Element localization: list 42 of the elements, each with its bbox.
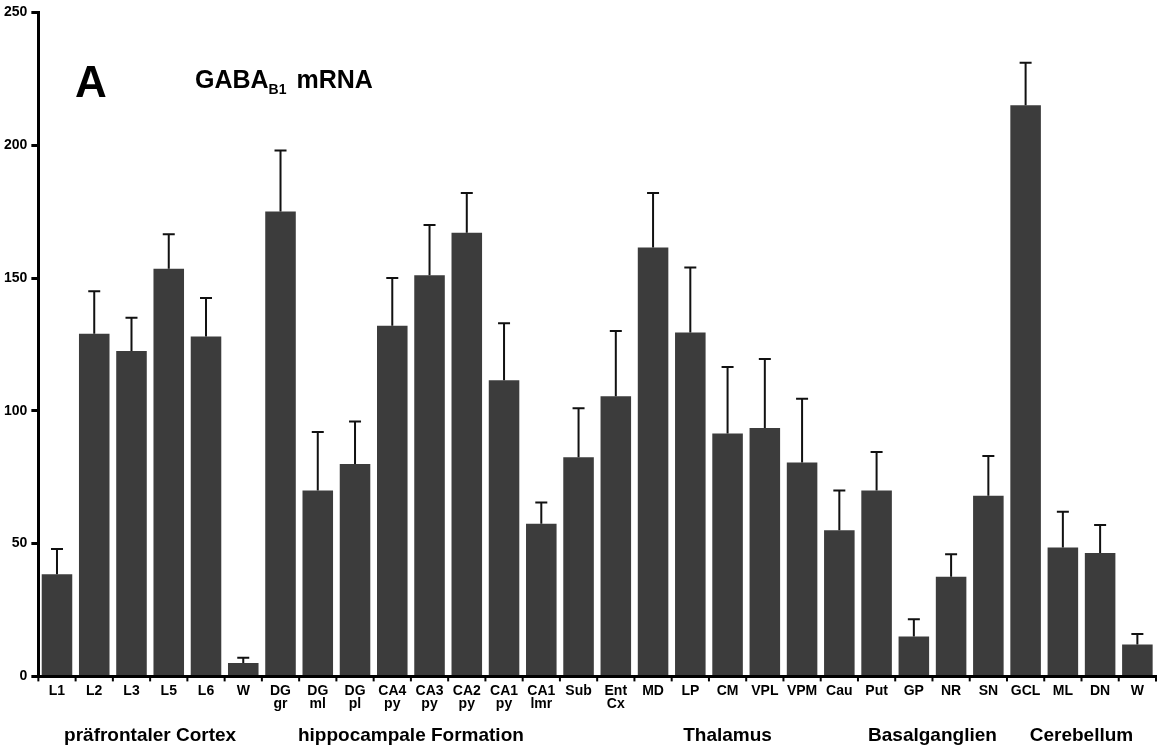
x-tick-label: DG gr [270, 681, 292, 712]
x-tick-label: L5 [160, 681, 178, 698]
x-tick-label: W [236, 681, 251, 698]
x-tick-label: CA1 py [490, 681, 519, 712]
x-tick-label: MD [642, 681, 664, 698]
text: Basalganglien [868, 724, 997, 745]
y-tick-label: 150 [4, 268, 28, 285]
x-tick-label: L3 [123, 681, 140, 698]
y-tick-label: 100 [4, 401, 28, 418]
y-tick-label: 200 [4, 136, 28, 153]
x-tick-label: Put [865, 681, 889, 698]
x-tick-label: CM [716, 681, 739, 698]
x-tick-label: W [1130, 681, 1145, 698]
x-tick-label: L2 [86, 681, 103, 698]
x-tick-label: Sub [565, 681, 592, 698]
x-tick-label: LP [681, 681, 700, 698]
x-tick-label: L1 [48, 681, 66, 698]
x-tick-label: CA1 lmr [527, 681, 556, 712]
x-tick-label: VPL [751, 681, 779, 698]
x-tick-label: CA2 py [452, 681, 481, 712]
y-tick-label: 0 [19, 667, 28, 684]
x-tick-label: VPM [786, 681, 818, 698]
text: Thalamus [683, 724, 772, 745]
text: hippocampale Formation [297, 724, 524, 745]
x-tick-label: GP [903, 681, 924, 698]
x-tick-label: Cau [826, 681, 853, 698]
x-tick-label: NR [940, 681, 962, 698]
text: Cerebellum [1029, 724, 1134, 745]
x-tick-label: DG ml [307, 681, 329, 712]
x-tick-label: L6 [197, 681, 215, 698]
x-tick-label: CA3 py [415, 681, 444, 712]
text: präfrontaler Cortex [64, 724, 237, 745]
x-tick-label: GCL [1010, 681, 1041, 698]
x-tick-label: Ent Cx [604, 681, 628, 712]
x-tick-label: ML [1052, 681, 1074, 698]
x-tick-label: DG pl [344, 681, 366, 712]
x-tick-label: SN [978, 681, 999, 698]
x-tick-label: CA4 py [378, 681, 407, 712]
y-tick-label: 50 [11, 534, 28, 551]
annotation: A [75, 57, 107, 106]
y-tick-label: 250 [4, 3, 28, 20]
x-tick-label: DN [1090, 681, 1111, 698]
